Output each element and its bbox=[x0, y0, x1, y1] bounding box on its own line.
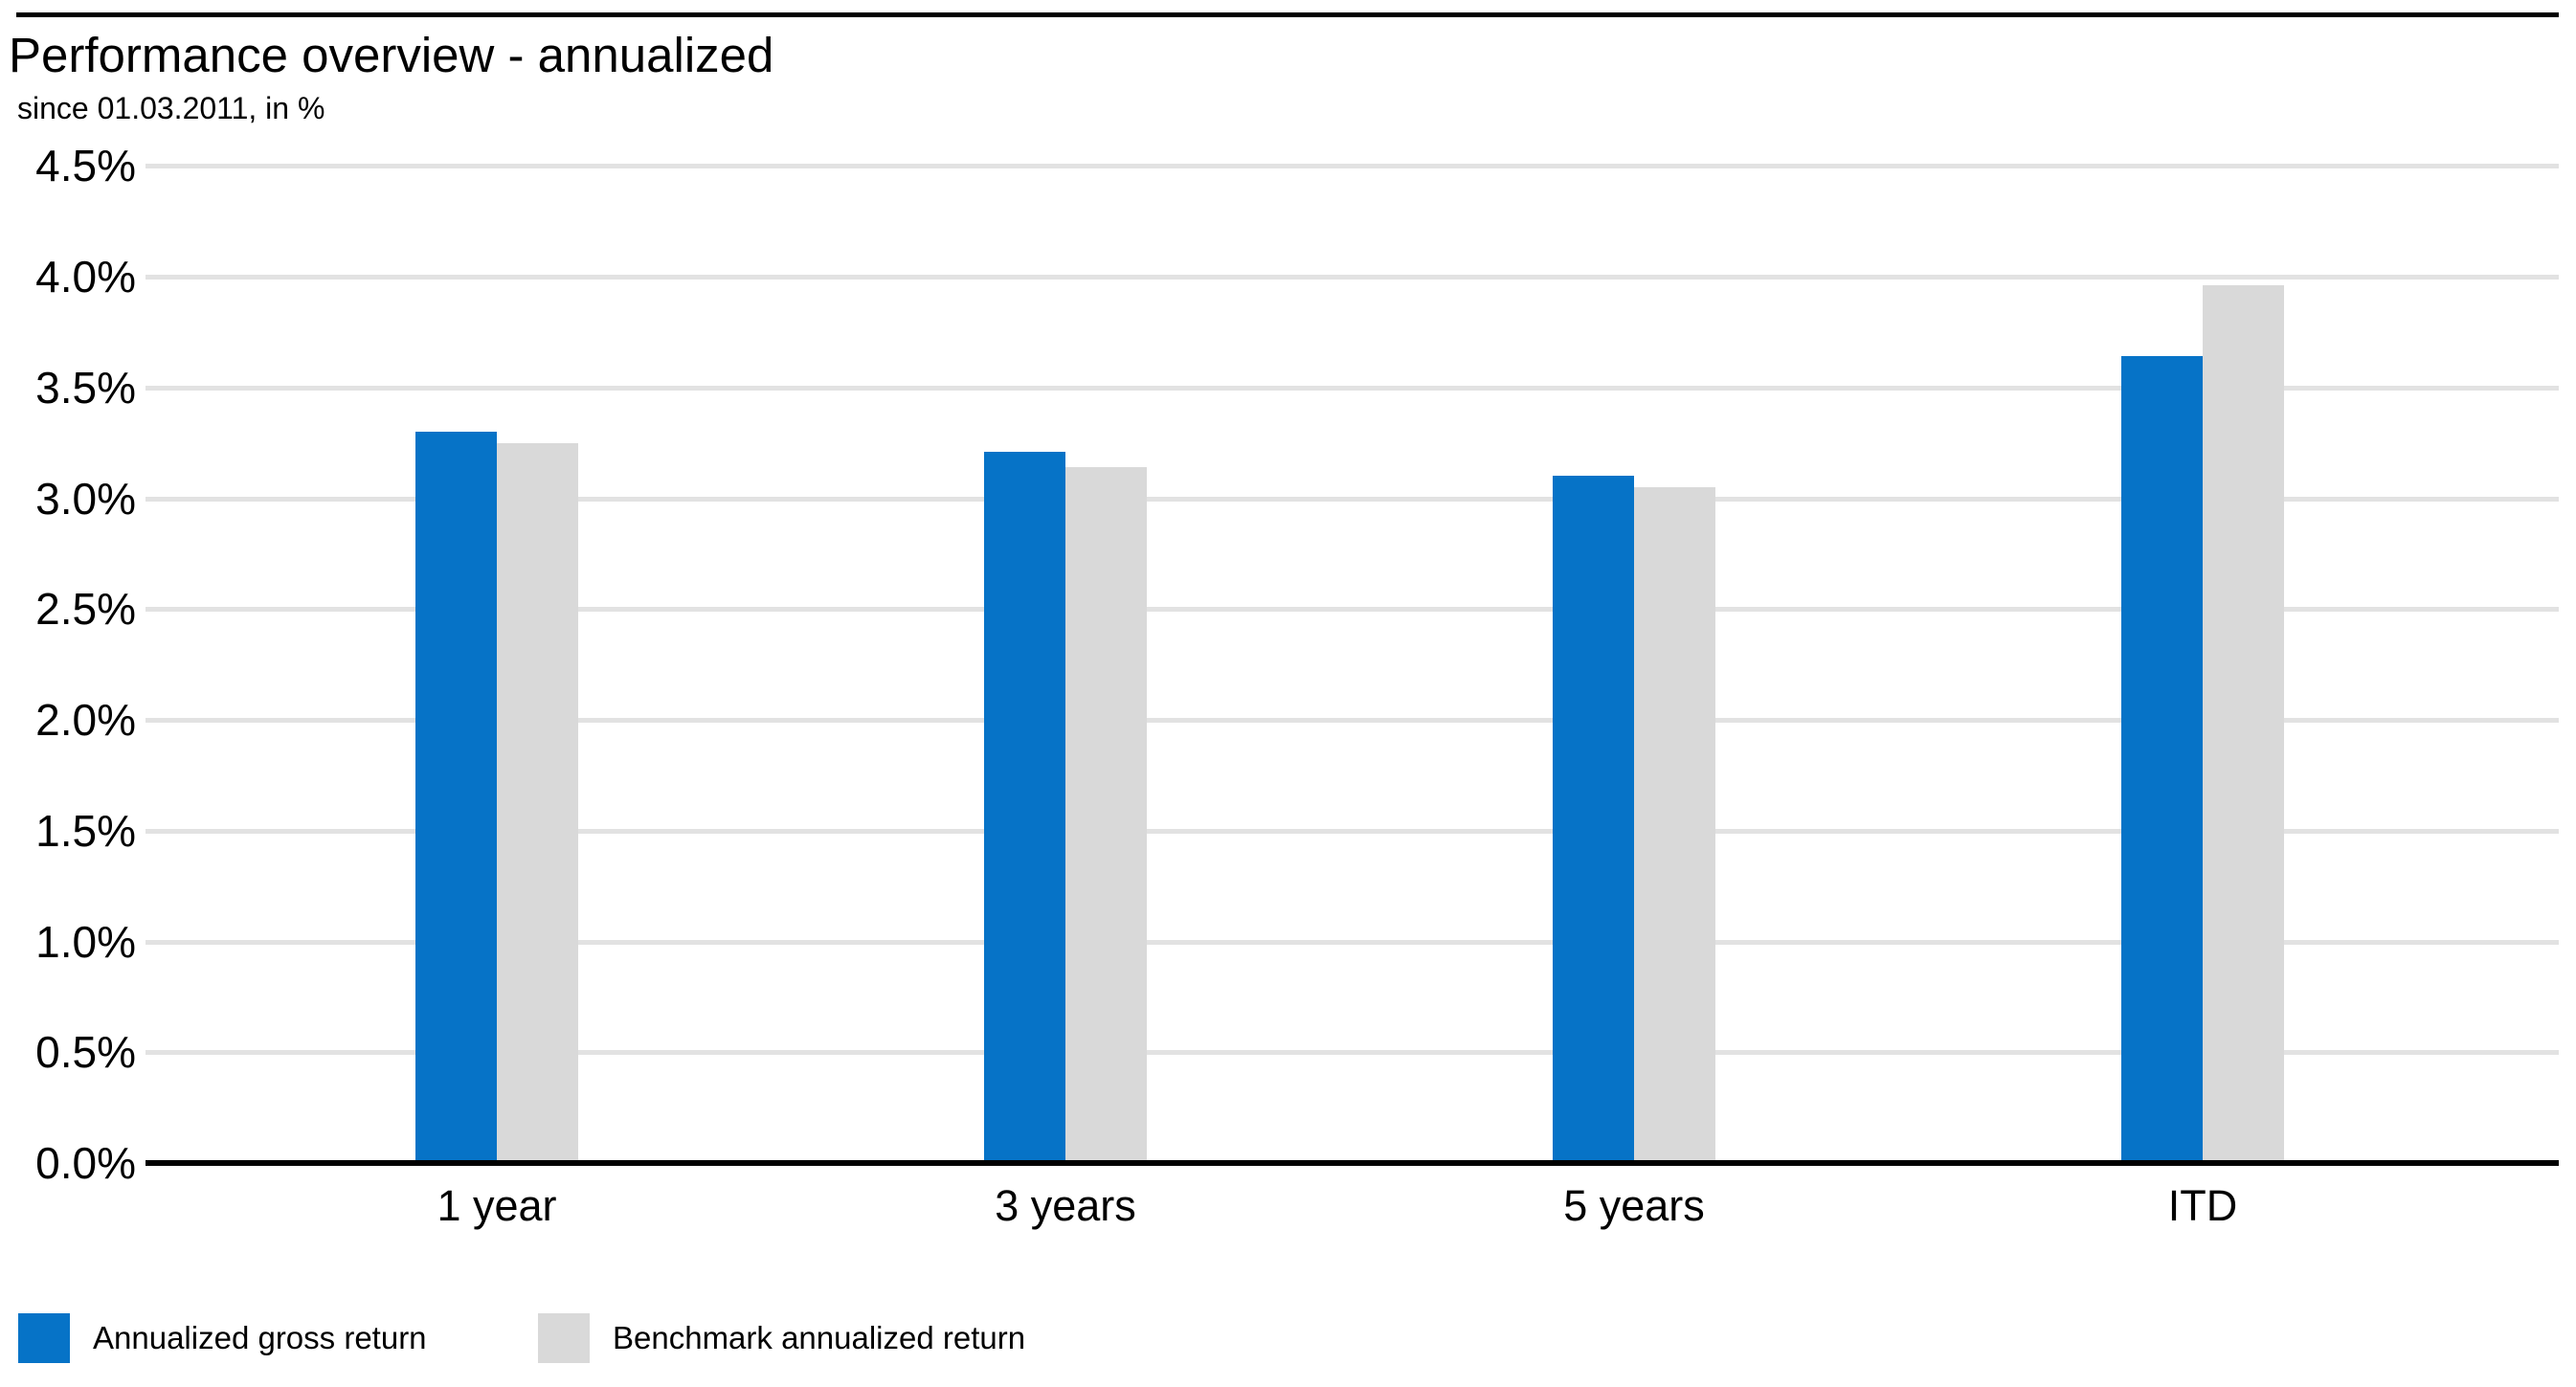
y-tick-label-2-0-: 2.0% bbox=[35, 695, 136, 745]
y-tick-label-1-5-: 1.5% bbox=[35, 806, 136, 856]
x-axis-label-3-years: 3 years bbox=[995, 1181, 1136, 1230]
bar-annualized-gross-return-1-year bbox=[415, 432, 497, 1160]
bar-benchmark-annualized-return-3-years bbox=[1065, 467, 1147, 1160]
x-axis-line bbox=[146, 1160, 2559, 1166]
gridline-1-5- bbox=[146, 829, 2559, 834]
gridline-2-5- bbox=[146, 607, 2559, 612]
y-tick-label-0-0-: 0.0% bbox=[35, 1138, 136, 1188]
y-tick-label-3-0-: 3.0% bbox=[35, 474, 136, 524]
gridline-0-5- bbox=[146, 1050, 2559, 1055]
x-axis-label-1-year: 1 year bbox=[437, 1181, 557, 1230]
bar-benchmark-annualized-return-1-year bbox=[497, 443, 578, 1160]
x-axis-label-itd: ITD bbox=[2167, 1181, 2238, 1230]
gridline-3-5- bbox=[146, 386, 2559, 391]
y-tick-label-3-5-: 3.5% bbox=[35, 363, 136, 413]
legend-label-annualized-gross-return: Annualized gross return bbox=[93, 1320, 427, 1355]
x-axis-label-5-years: 5 years bbox=[1563, 1181, 1705, 1230]
bar-annualized-gross-return-3-years bbox=[984, 452, 1065, 1160]
gridline-1-0- bbox=[146, 940, 2559, 945]
legend-swatch-benchmark-annualized-return bbox=[538, 1313, 590, 1363]
y-tick-label-4-0-: 4.0% bbox=[35, 252, 136, 302]
top-divider-rule bbox=[16, 12, 2559, 17]
gridline-3-0- bbox=[146, 497, 2559, 502]
y-tick-label-4-5-: 4.5% bbox=[35, 141, 136, 190]
gridline-4-5- bbox=[146, 164, 2559, 168]
bar-benchmark-annualized-return-itd bbox=[2203, 285, 2284, 1160]
chart-title: Performance overview - annualized bbox=[9, 28, 774, 82]
chart-subtitle: since 01.03.2011, in % bbox=[17, 91, 325, 125]
bar-benchmark-annualized-return-5-years bbox=[1634, 487, 1715, 1160]
y-tick-label-1-0-: 1.0% bbox=[35, 917, 136, 967]
y-tick-label-2-5-: 2.5% bbox=[35, 584, 136, 634]
gridline-4-0- bbox=[146, 275, 2559, 280]
bar-annualized-gross-return-5-years bbox=[1553, 476, 1634, 1160]
legend-label-benchmark-annualized-return: Benchmark annualized return bbox=[613, 1320, 1026, 1355]
bar-annualized-gross-return-itd bbox=[2121, 356, 2203, 1160]
y-tick-label-0-5-: 0.5% bbox=[35, 1027, 136, 1077]
legend-swatch-annualized-gross-return bbox=[18, 1313, 70, 1363]
gridline-2-0- bbox=[146, 718, 2559, 723]
